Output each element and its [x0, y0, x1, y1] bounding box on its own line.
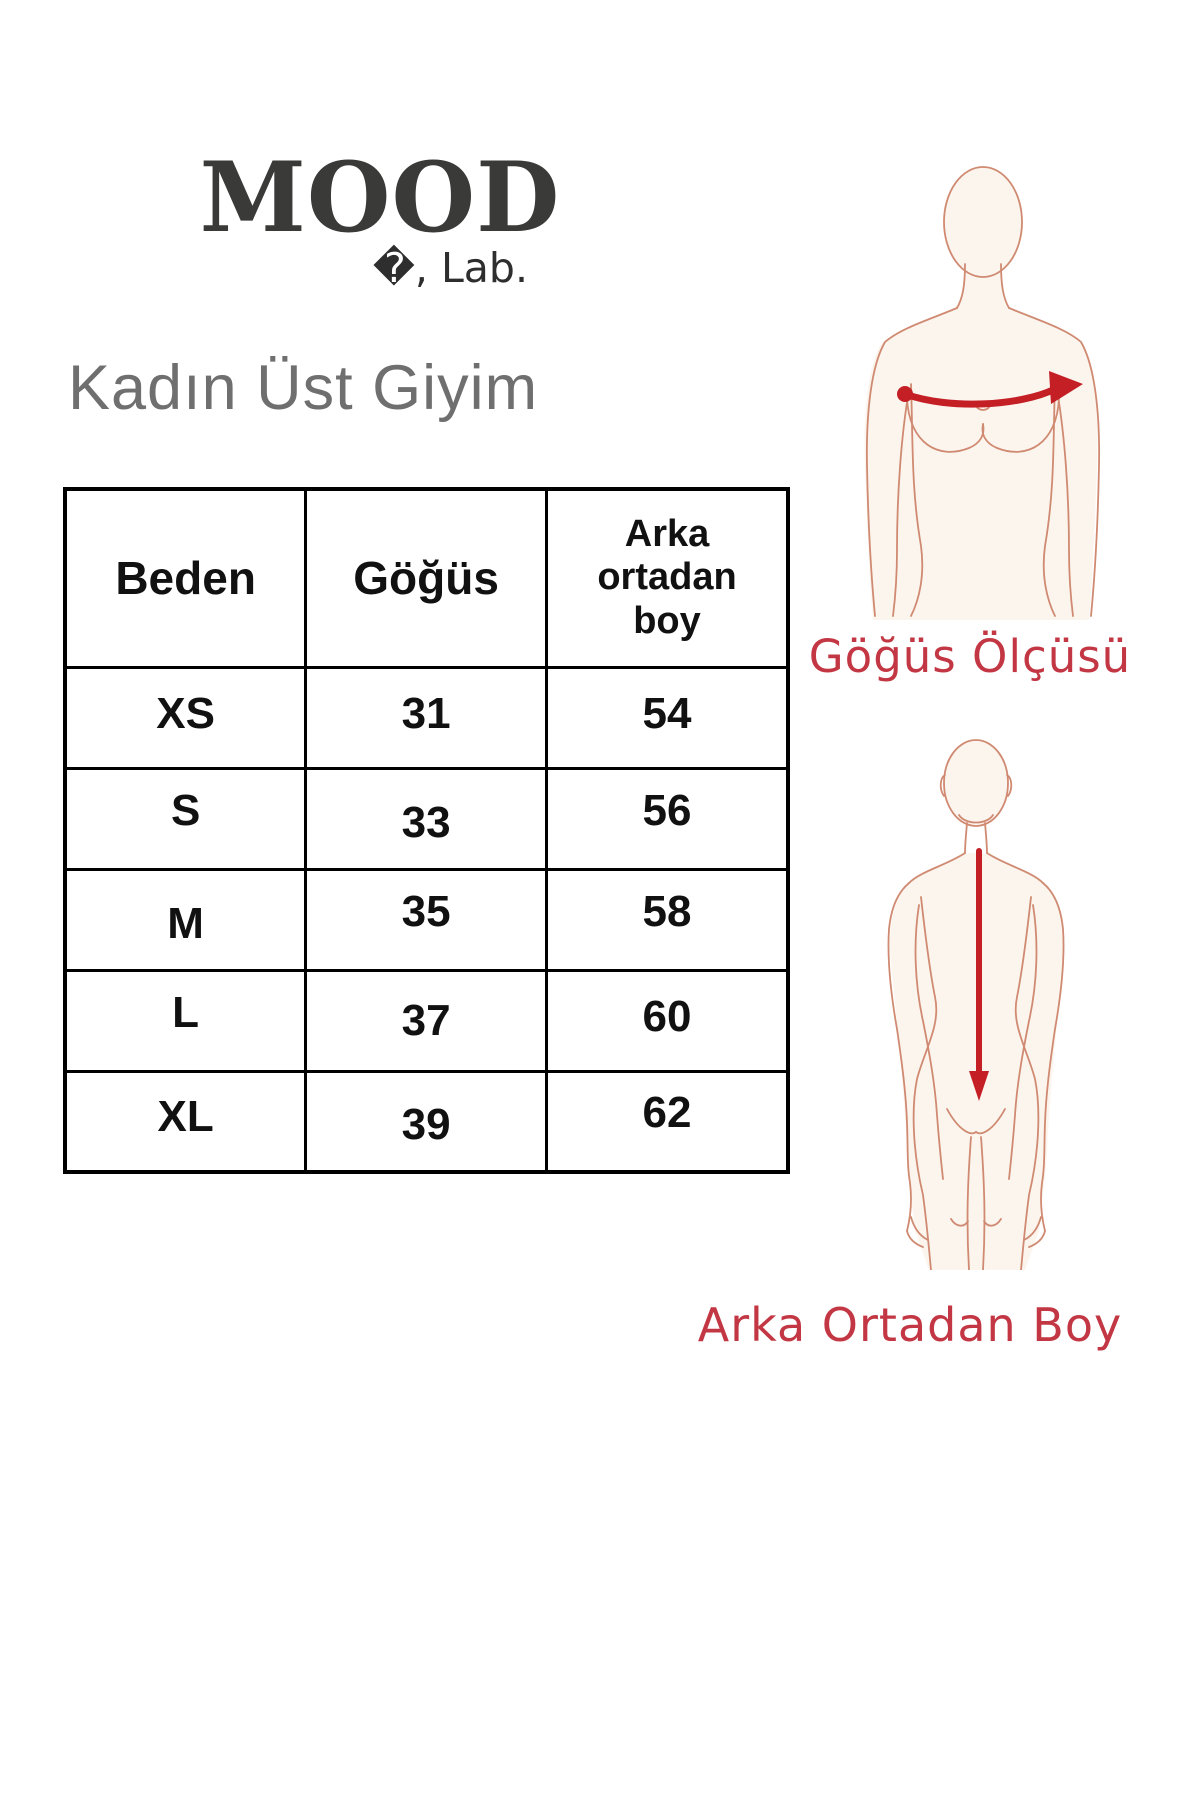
- brand-tagline: �, Lab.: [372, 244, 528, 292]
- size-value: XL: [63, 1069, 308, 1174]
- back-length-value: 56: [545, 766, 790, 871]
- table-row-xs: XS 31 54: [63, 665, 790, 770]
- table-row-l: L 37 60: [63, 968, 790, 1073]
- chest-value: 35: [304, 867, 548, 972]
- size-value: L: [63, 968, 308, 1073]
- back-length-label: Arka Ortadan Boy: [697, 1298, 1123, 1352]
- back-length-arrow-icon: [969, 848, 989, 1101]
- back-length-value: 60: [545, 968, 790, 1073]
- table-row-xl: XL 39 62: [63, 1069, 790, 1174]
- size-table: Beden Göğüs Arka ortadan boy XS 31 54 S …: [63, 487, 790, 1174]
- table-row-s: S 33 56: [63, 766, 790, 871]
- chest-value: 39: [304, 1069, 548, 1174]
- back-length-value: 58: [545, 867, 790, 972]
- size-value: S: [63, 766, 308, 871]
- table-row-m: M 35 58: [63, 867, 790, 972]
- chest-value: 33: [304, 766, 548, 871]
- table-header-beden: Beden: [63, 487, 308, 669]
- size-value: XS: [63, 665, 308, 770]
- chest-value: 31: [304, 665, 548, 770]
- table-header-gogus: Göğüs: [304, 487, 548, 669]
- back-length-figure: [887, 739, 1065, 1270]
- body-outline: [887, 739, 1065, 1270]
- back-length-value: 54: [545, 665, 790, 770]
- size-value: M: [63, 867, 308, 972]
- back-length-value: 62: [545, 1069, 790, 1174]
- chest-measure-label: Göğüs Ölçüsü: [808, 630, 1132, 683]
- table-header-arka-ortadan-boy: Arka ortadan boy: [545, 487, 790, 669]
- chest-arrow-icon: [897, 371, 1083, 408]
- page-title: Kadın Üst Giyim: [68, 353, 539, 423]
- chest-value: 37: [304, 968, 548, 1073]
- brand-logo: MOOD: [199, 141, 561, 254]
- brand-block: MOOD �, Lab.: [180, 150, 580, 289]
- table-header-row: Beden Göğüs Arka ortadan boy: [63, 487, 790, 669]
- chest-measurement-figure: [864, 166, 1101, 620]
